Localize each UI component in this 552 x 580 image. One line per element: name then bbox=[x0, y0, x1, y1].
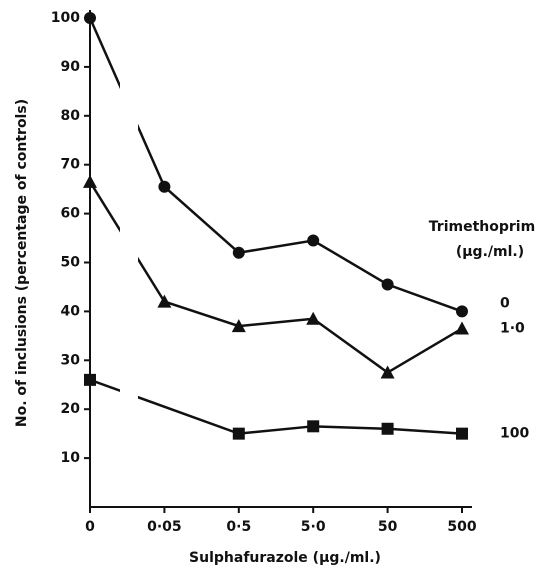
x-tick-label: 50 bbox=[378, 519, 398, 535]
y-tick-label: 40 bbox=[61, 303, 81, 319]
axis-break bbox=[120, 18, 138, 487]
x-tick-label: 0·05 bbox=[147, 519, 182, 535]
marker bbox=[307, 420, 320, 433]
series-label: 100 bbox=[500, 426, 529, 442]
series-line bbox=[88, 181, 463, 375]
marker bbox=[455, 321, 469, 335]
x-tick-label: 0 bbox=[85, 519, 95, 535]
x-tick-label: 5·0 bbox=[301, 519, 326, 535]
y-tick-label: 70 bbox=[61, 157, 81, 173]
y-tick-label: 100 bbox=[51, 10, 80, 26]
marker bbox=[157, 294, 172, 308]
legend-title: (µg./ml.) bbox=[456, 244, 524, 260]
y-tick-label: 30 bbox=[61, 352, 81, 368]
marker bbox=[456, 427, 468, 440]
legend-title: Trimethoprim bbox=[429, 219, 535, 235]
marker bbox=[306, 311, 321, 325]
marker bbox=[381, 278, 394, 291]
marker bbox=[232, 427, 245, 440]
marker bbox=[307, 234, 320, 247]
series-line bbox=[88, 17, 463, 313]
y-tick-label: 80 bbox=[61, 108, 81, 124]
y-tick-label: 20 bbox=[61, 401, 81, 417]
series-label: 0 bbox=[500, 295, 510, 311]
series-line bbox=[89, 378, 463, 435]
marker bbox=[158, 180, 171, 193]
marker bbox=[380, 365, 395, 379]
y-tick-label: 50 bbox=[61, 255, 81, 271]
marker bbox=[456, 305, 468, 318]
marker bbox=[381, 422, 394, 435]
y-tick-label: 10 bbox=[61, 450, 81, 466]
x-tick-label: 0·5 bbox=[226, 519, 251, 535]
marker bbox=[232, 246, 245, 259]
series-label: 1·0 bbox=[500, 321, 525, 337]
x-tick-label: 500 bbox=[447, 519, 476, 535]
marker bbox=[84, 12, 96, 24]
x-axis-label: Sulphafurazole (µg./ml.) bbox=[189, 550, 381, 566]
y-axis-label: No. of inclusions (percentage of control… bbox=[14, 99, 30, 427]
marker bbox=[84, 373, 96, 386]
y-tick-label: 60 bbox=[61, 206, 81, 222]
marker bbox=[83, 174, 97, 188]
y-tick-label: 90 bbox=[61, 59, 81, 75]
marker bbox=[231, 319, 246, 333]
